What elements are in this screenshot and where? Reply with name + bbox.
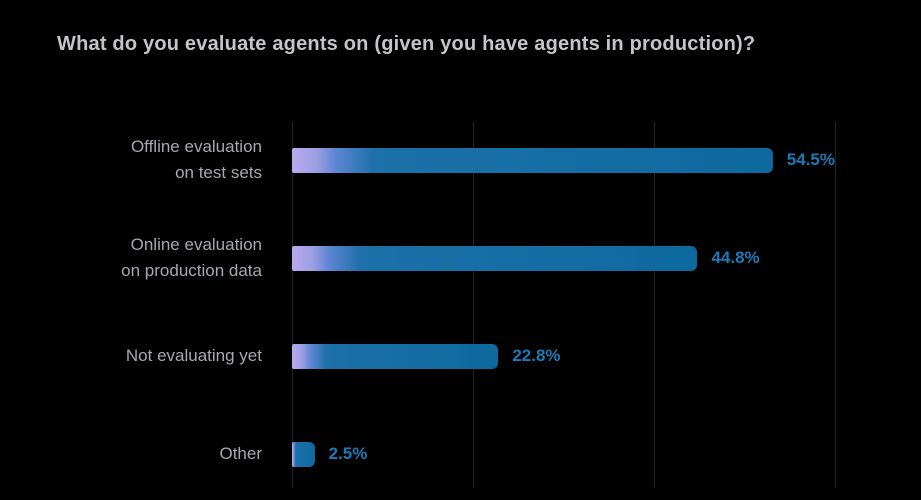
bar	[292, 147, 773, 173]
value-label: 44.8%	[711, 248, 760, 267]
gridline	[473, 122, 474, 488]
bar-track: 2.5%	[292, 441, 835, 467]
gridline	[292, 122, 293, 488]
category-label: Offline evaluation on test sets	[130, 137, 262, 182]
bar-track: 22.8%	[292, 343, 835, 369]
category-label: Not evaluating yet	[125, 346, 262, 365]
bar-rows: Offline evaluation on test sets 54.5% On…	[0, 111, 921, 500]
value-label: 22.8%	[512, 346, 561, 365]
bar-track: 54.5%	[292, 147, 835, 173]
bar-track: 44.8%	[292, 245, 835, 271]
bar-row: Online evaluation on production data 44.…	[0, 209, 921, 307]
bar	[292, 245, 698, 271]
bar	[292, 343, 499, 369]
gridline	[835, 122, 836, 488]
chart-title: What do you evaluate agents on (given yo…	[57, 33, 756, 55]
bar-row: Other 2.5%	[0, 405, 921, 500]
category-label: Other	[219, 444, 262, 463]
plot-area: Offline evaluation on test sets 54.5% On…	[0, 111, 921, 500]
bar-row: Not evaluating yet 22.8%	[0, 307, 921, 405]
bar	[292, 441, 315, 467]
value-label: 2.5%	[328, 444, 368, 463]
bar-row: Offline evaluation on test sets 54.5%	[0, 111, 921, 209]
value-label: 54.5%	[786, 150, 835, 169]
gridline	[654, 122, 655, 488]
gridlines	[292, 122, 836, 488]
category-label: Online evaluation on production data	[121, 235, 262, 280]
